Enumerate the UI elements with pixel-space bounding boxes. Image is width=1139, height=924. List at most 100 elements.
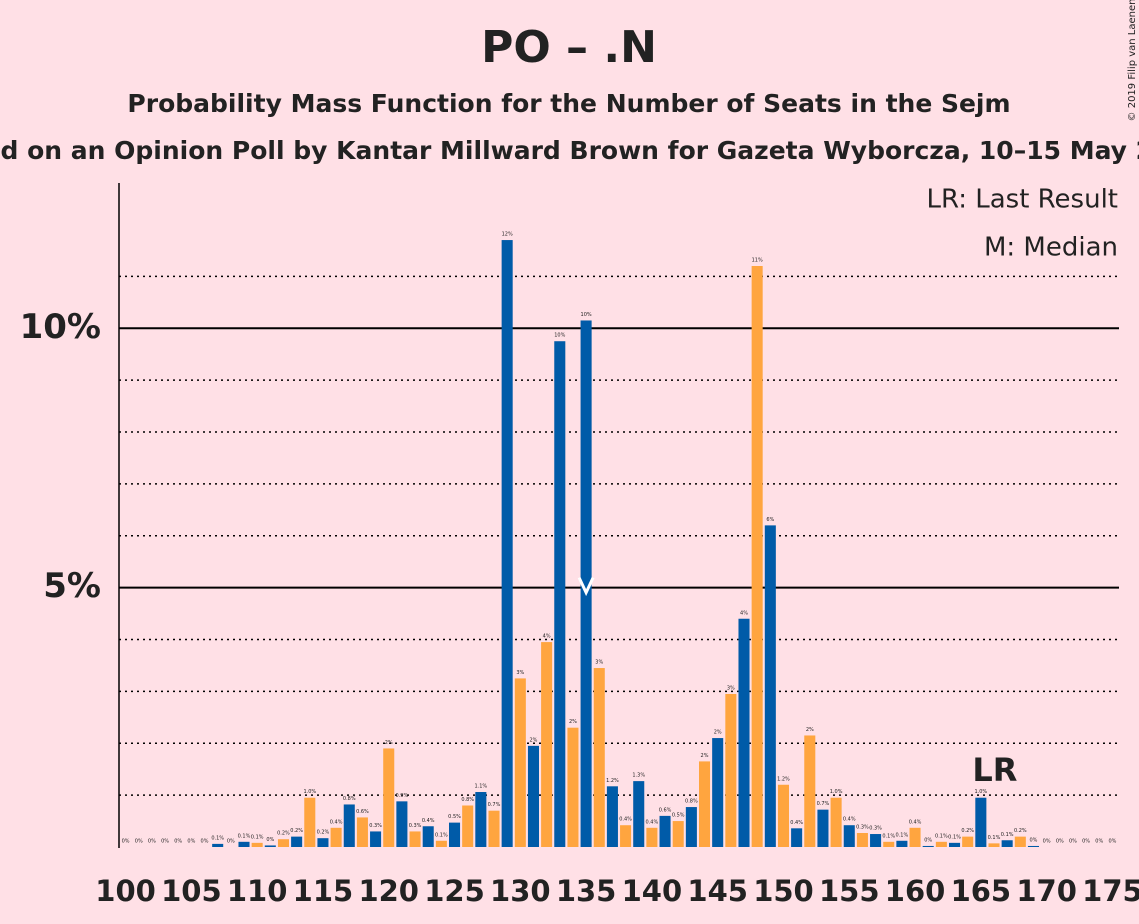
value-label: 1.3% (632, 773, 645, 779)
bar (843, 825, 855, 847)
value-label: 10% (554, 333, 565, 339)
value-label: 11% (752, 258, 763, 264)
bar (988, 843, 1000, 847)
value-label: 0% (1108, 839, 1116, 845)
x-tick-label: 135 (556, 874, 617, 908)
value-label: 0% (1030, 837, 1038, 843)
bar (896, 840, 908, 847)
bar (422, 826, 434, 847)
value-label: 0% (266, 837, 274, 843)
bar (646, 827, 658, 847)
bar (291, 836, 303, 847)
bar (356, 817, 368, 847)
bar (804, 735, 816, 847)
value-label: 0.2% (1014, 828, 1027, 834)
value-label: 3% (516, 670, 524, 676)
value-label: 2% (530, 737, 538, 743)
value-label: 1.2% (777, 776, 790, 782)
value-label: 0.1% (251, 834, 264, 840)
value-label: 0.2% (961, 828, 974, 834)
value-label: 0.4% (330, 819, 343, 825)
value-label: 0.2% (317, 830, 330, 836)
bar (975, 797, 987, 847)
x-tick-label: 120 (358, 874, 419, 908)
bar (567, 727, 579, 847)
bar (817, 809, 829, 847)
value-label: 0% (924, 837, 932, 843)
value-label: 0.5% (672, 813, 685, 819)
value-label: 1.0% (830, 789, 843, 795)
value-label: 10% (581, 312, 592, 318)
value-label: 0.4% (646, 819, 659, 825)
value-label: 0.4% (909, 819, 922, 825)
bar (251, 842, 263, 847)
x-tick-label: 105 (161, 874, 222, 908)
x-tick-label: 100 (95, 874, 156, 908)
bar (435, 840, 447, 847)
value-label: 0.2% (277, 831, 290, 837)
value-label: 0.4% (843, 817, 856, 823)
bar (238, 841, 250, 847)
bar (606, 786, 618, 847)
bar (541, 642, 553, 847)
bar (449, 822, 461, 847)
value-label: 2% (806, 727, 814, 733)
bar (949, 842, 961, 847)
bar (527, 745, 539, 847)
median-marker (577, 576, 595, 597)
value-label: 1.0% (303, 789, 316, 795)
value-label: 12% (502, 232, 513, 238)
bar (304, 797, 316, 847)
bar (935, 841, 947, 847)
bar (791, 828, 803, 847)
bar (462, 805, 474, 847)
bar (922, 845, 934, 847)
bar (620, 825, 632, 847)
value-label: 0.1% (1001, 832, 1014, 838)
value-label: 6% (766, 517, 774, 523)
x-tick-label: 125 (424, 874, 485, 908)
last-result-label: LR (972, 751, 1017, 789)
bar (962, 836, 974, 847)
value-label: 2% (385, 740, 393, 746)
bar (777, 784, 789, 847)
value-label: 0.9% (396, 793, 409, 799)
value-label: 0.6% (356, 809, 369, 815)
bar (383, 748, 395, 847)
value-label: 0% (1056, 839, 1064, 845)
chart-title: PO – .N (481, 22, 657, 73)
bar (870, 834, 882, 847)
value-label: 0.1% (435, 832, 448, 838)
value-label: 3% (727, 685, 735, 691)
bar (659, 815, 671, 847)
legend-entry: M: Median (984, 233, 1118, 263)
bar (501, 240, 513, 847)
x-tick-label: 160 (885, 874, 946, 908)
bar (475, 792, 487, 847)
value-label: 4% (740, 610, 748, 616)
bar (330, 827, 342, 847)
x-tick-label: 140 (622, 874, 683, 908)
bar (488, 810, 500, 847)
value-label: 0.1% (988, 835, 1001, 841)
value-label: 2% (714, 730, 722, 736)
value-label: 2% (701, 753, 709, 759)
value-label: 0.4% (790, 820, 803, 826)
value-label: 1.1% (474, 784, 487, 790)
bar (1027, 845, 1039, 847)
x-tick-label: 150 (753, 874, 814, 908)
bar (409, 831, 421, 847)
bar (738, 618, 750, 847)
bar (554, 341, 566, 847)
value-label: 0.3% (409, 823, 422, 829)
value-label: 0% (1069, 839, 1077, 845)
chart-subtitle: Based on an Opinion Poll by Kantar Millw… (0, 136, 1139, 165)
value-label: 0% (187, 839, 195, 845)
bar (633, 781, 645, 847)
bar (856, 832, 868, 847)
value-label: 0.1% (211, 835, 224, 841)
bar (593, 668, 605, 847)
y-tick-label: 5% (43, 566, 101, 606)
value-label: 0.4% (422, 818, 435, 824)
bar (277, 839, 289, 847)
